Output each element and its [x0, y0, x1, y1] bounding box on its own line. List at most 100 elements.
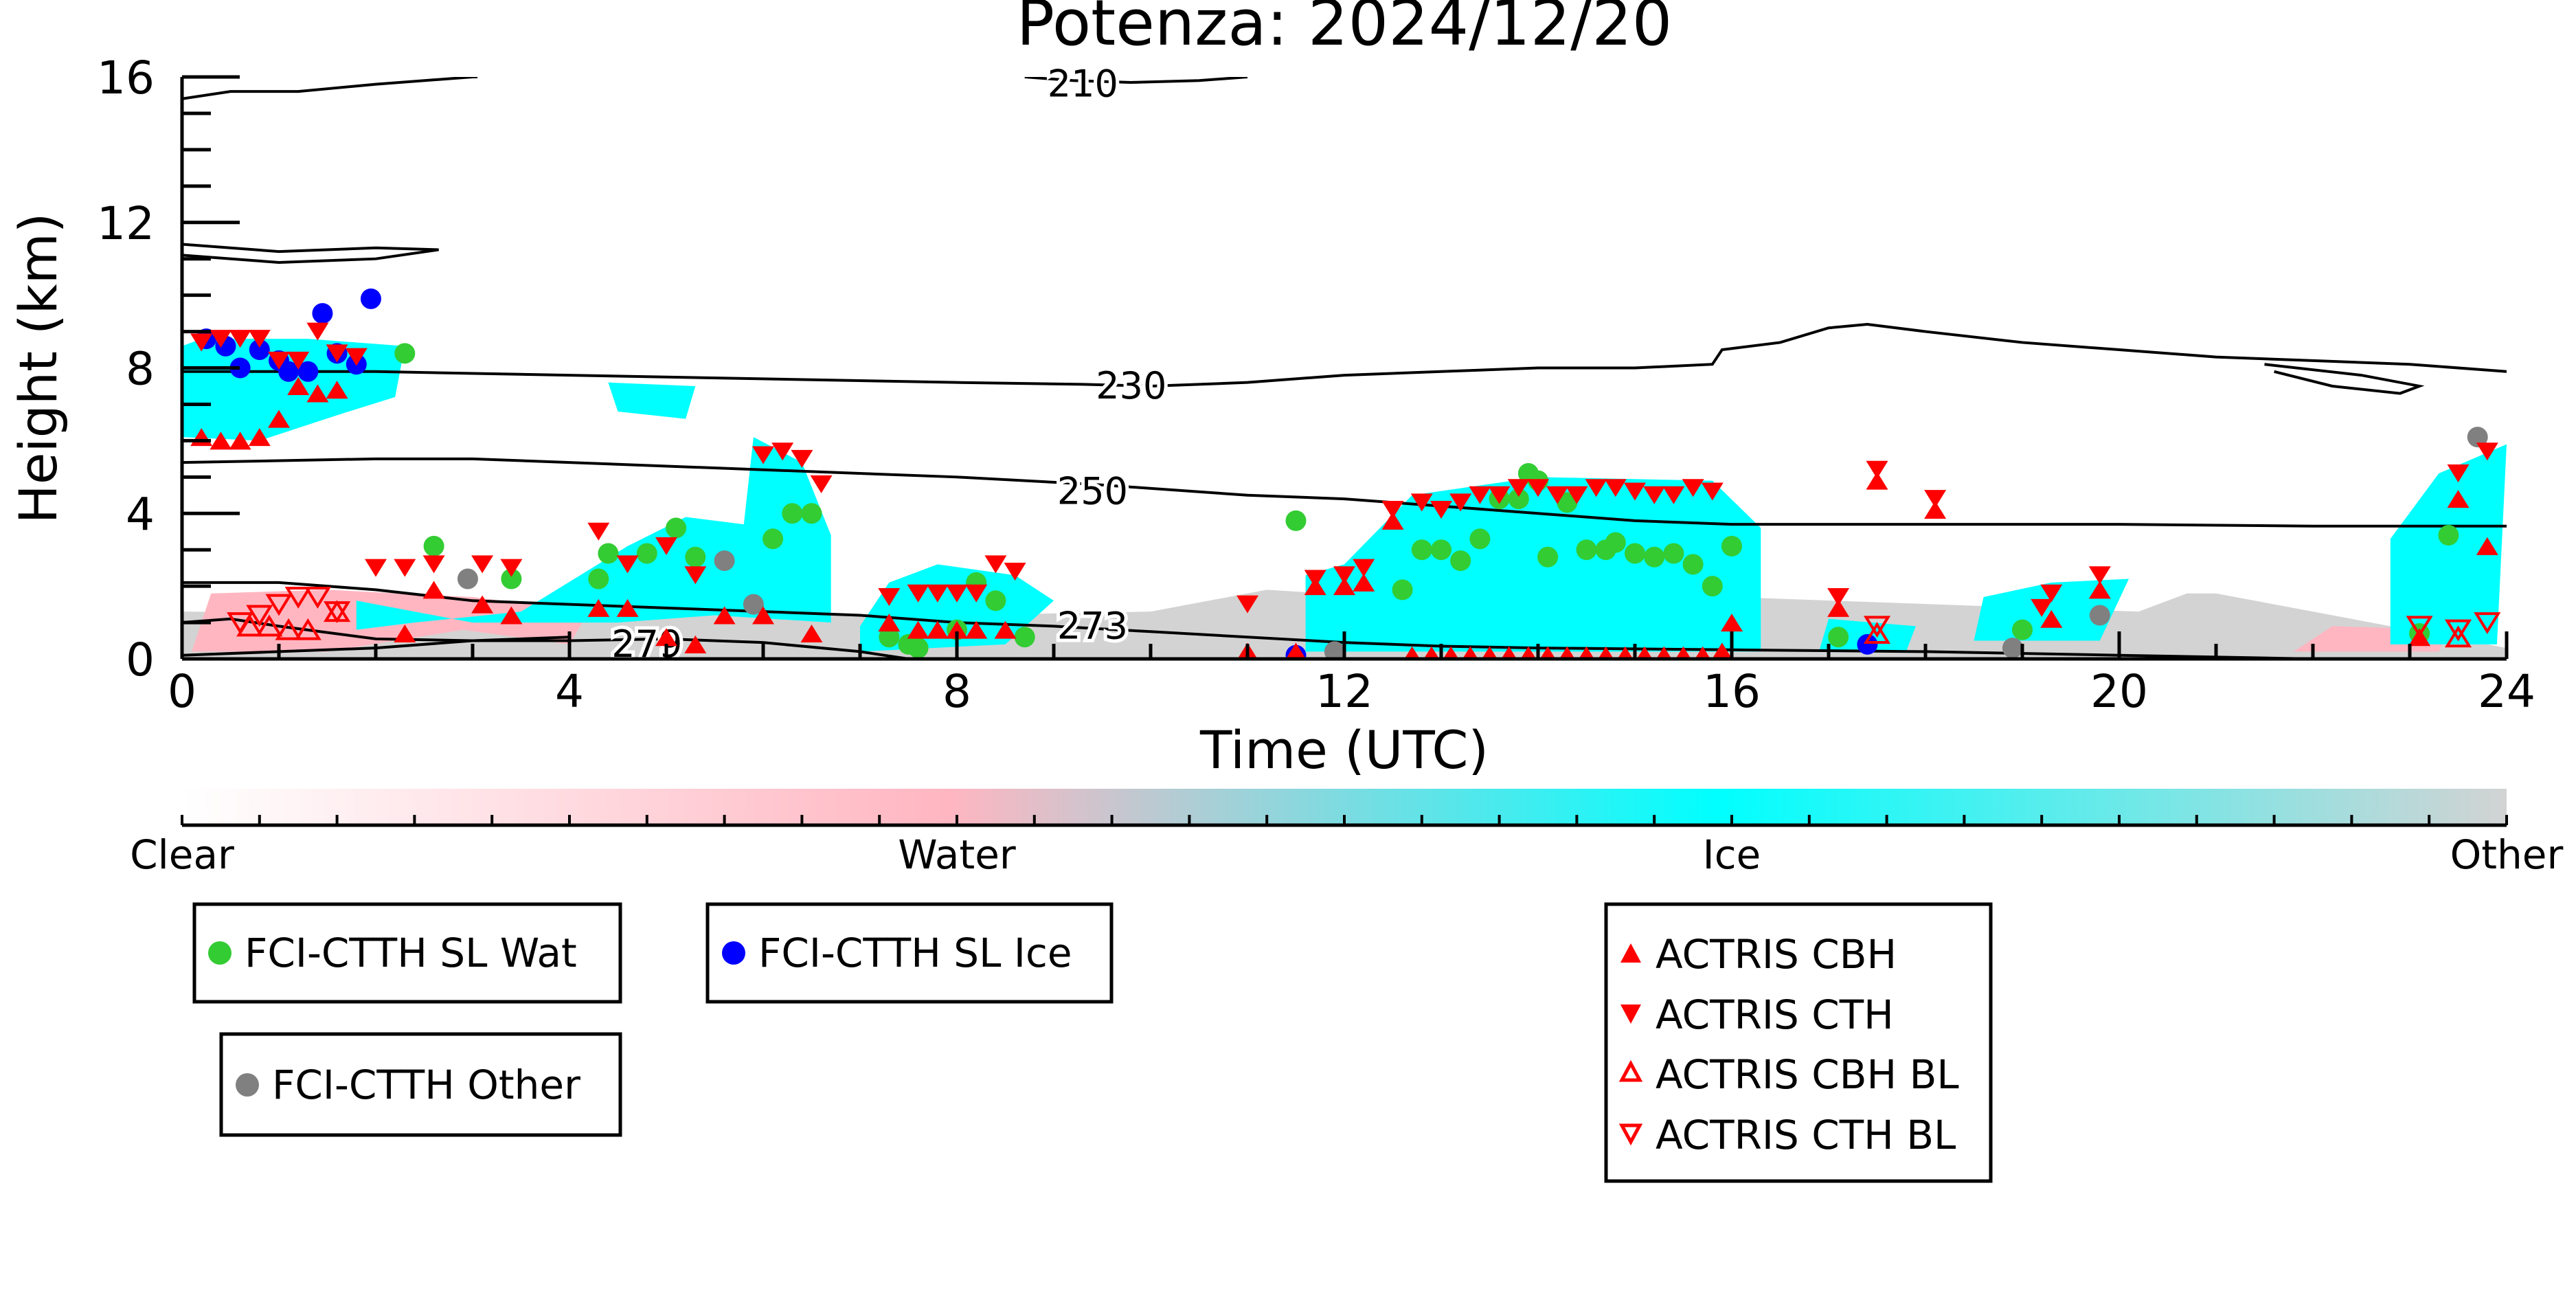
point-actris-cbh-39 — [1559, 646, 1575, 659]
point-actris-cbh-8 — [394, 624, 416, 642]
point-actris-cbh-52 — [2040, 609, 2063, 628]
point-fci-ctth-sl-wat-22 — [1450, 550, 1471, 572]
point-actris-cbh-1 — [210, 431, 232, 450]
x-axis-ticks: 0 4 8 12 16 20 24 — [168, 631, 2535, 718]
point-actris-cth-42 — [1566, 486, 1588, 504]
point-actris-cbh-53 — [2088, 581, 2111, 599]
point-actris-cbh-bl-2 — [275, 618, 302, 640]
contour-line-1 — [1024, 77, 1248, 84]
point-actris-cth-9 — [365, 559, 387, 577]
point-actris-cbh-29 — [1353, 573, 1375, 592]
point-actris-cbh-14 — [655, 628, 677, 647]
contour-line-6 — [182, 581, 2314, 659]
x-axis-label: Time (UTC) — [1199, 719, 1489, 781]
point-actris-cth-19 — [771, 442, 794, 461]
point-fci-ctth-sl-wat-40 — [2012, 619, 2033, 640]
point-actris-cbh-9 — [422, 581, 445, 599]
point-actris-cbh-bl-1 — [256, 614, 283, 637]
point-actris-cth-1 — [210, 330, 232, 348]
point-actris-cth-43 — [1585, 479, 1607, 497]
point-actris-cth-0 — [190, 333, 213, 352]
point-fci-ctth-sl-ice-10 — [360, 288, 381, 309]
point-fci-ctth-sl-wat-35 — [1663, 543, 1684, 564]
point-fci-ctth-sl-wat-16 — [985, 590, 1006, 611]
point-actris-cth-5 — [287, 351, 310, 370]
point-actris-cbh-56 — [2476, 537, 2498, 555]
point-actris-cbh-18 — [800, 624, 823, 642]
legend-label-actris-cth-bl: ACTRIS CTH BL — [1656, 1112, 1956, 1158]
point-actris-cth-31 — [1333, 566, 1355, 585]
point-actris-cth-6 — [306, 322, 329, 341]
point-actris-cbh-45 — [1675, 646, 1691, 659]
point-actris-cth-27 — [984, 555, 1007, 574]
point-actris-cbh-33 — [1443, 646, 1459, 659]
point-actris-cth-15 — [616, 555, 639, 574]
point-actris-cth-55 — [2088, 566, 2111, 585]
point-actris-cbh-19 — [878, 614, 901, 632]
point-fci-ctth-sl-wat-29 — [1557, 492, 1578, 513]
point-actris-cth-13 — [500, 559, 523, 577]
point-actris-cth-21 — [810, 475, 833, 493]
point-fci-ctth-sl-wat-30 — [1576, 539, 1597, 561]
contour-line-4 — [2264, 363, 2425, 395]
legend-marker-actris-cbh — [1620, 943, 1641, 963]
legend-marker-sl-ice — [722, 941, 745, 965]
point-fci-ctth-sl-wat-37 — [1702, 576, 1723, 597]
point-actris-cbh-26 — [1285, 642, 1307, 659]
point-actris-cbh-51 — [1924, 500, 1947, 519]
point-actris-cbh-47 — [1712, 642, 1732, 659]
point-actris-cth-11 — [422, 555, 445, 574]
legend-box-other: FCI-CTTH Other — [219, 1032, 622, 1137]
point-fci-ctth-sl-wat-25 — [1508, 489, 1529, 510]
point-actris-cth-bl-3 — [284, 587, 312, 609]
point-actris-cth-24 — [926, 584, 949, 603]
y-tick-label-0: 0 — [126, 633, 155, 686]
point-actris-cbh-23 — [965, 620, 988, 639]
point-fci-ctth-sl-wat-19 — [1392, 579, 1413, 600]
point-actris-cbh-31 — [1404, 646, 1420, 659]
point-fci-ctth-sl-ice-7 — [312, 303, 333, 324]
point-actris-cbh-40 — [1579, 646, 1594, 659]
x-tick-label-20: 20 — [2090, 665, 2148, 718]
point-fci-ctth-sl-wat-9 — [782, 503, 803, 524]
point-actris-cth-10 — [394, 559, 416, 577]
colorbar-label-other: Other — [2450, 831, 2564, 878]
point-actris-cth-3 — [248, 330, 271, 348]
point-actris-cth-52 — [1924, 490, 1947, 508]
legend-label-other: FCI-CTTH Other — [272, 1062, 580, 1108]
chart-title: Potenza: 2024/12/20 — [1017, 0, 1673, 60]
point-actris-cbh-44 — [1656, 646, 1672, 659]
contour-label-210: 210 — [1048, 63, 1118, 106]
point-actris-cbh-21 — [926, 620, 949, 639]
colorbar-label-clear: Clear — [130, 831, 234, 878]
point-actris-cth-40 — [1527, 479, 1549, 497]
point-fci-ctth-sl-wat-10 — [801, 503, 822, 524]
legend-label-actris-cbh: ACTRIS CBH — [1656, 931, 1897, 978]
point-fci-ctth-sl-wat-34 — [1644, 546, 1665, 568]
point-actris-cth-bl-9 — [2474, 612, 2501, 634]
point-actris-cth-45 — [1624, 482, 1646, 501]
point-actris-cth-36 — [1449, 493, 1472, 512]
point-fci-ctth-sl-wat-18 — [1285, 510, 1307, 531]
point-actris-cth-bl-8 — [2444, 619, 2472, 642]
legend-box-sl-wat: FCI-CTTH SL Wat — [192, 902, 622, 1004]
point-actris-cth-33 — [1381, 500, 1404, 519]
point-actris-cth-34 — [1410, 493, 1433, 512]
point-actris-cbh-15 — [684, 635, 707, 653]
x-tick-label-12: 12 — [1315, 665, 1373, 718]
point-fci-ctth-sl-wat-13 — [907, 638, 929, 659]
point-fci-ctth-other-2 — [743, 594, 764, 615]
point-fci-ctth-sl-wat-36 — [1682, 554, 1704, 575]
point-actris-cbh-6 — [306, 384, 329, 403]
point-actris-cth-bl-5 — [324, 601, 351, 623]
point-actris-cth-44 — [1604, 479, 1627, 497]
point-actris-cth-bl-1 — [246, 605, 273, 627]
point-actris-cth-39 — [1507, 479, 1530, 497]
point-actris-cth-7 — [326, 344, 348, 363]
point-fci-ctth-sl-wat-23 — [1469, 528, 1491, 550]
legend-label-actris-cbh-bl: ACTRIS CBH BL — [1656, 1051, 1959, 1098]
point-actris-cth-50 — [1827, 588, 1850, 607]
point-fci-ctth-sl-wat-17 — [1014, 627, 1035, 648]
point-fci-ctth-sl-wat-39 — [1828, 627, 1849, 648]
